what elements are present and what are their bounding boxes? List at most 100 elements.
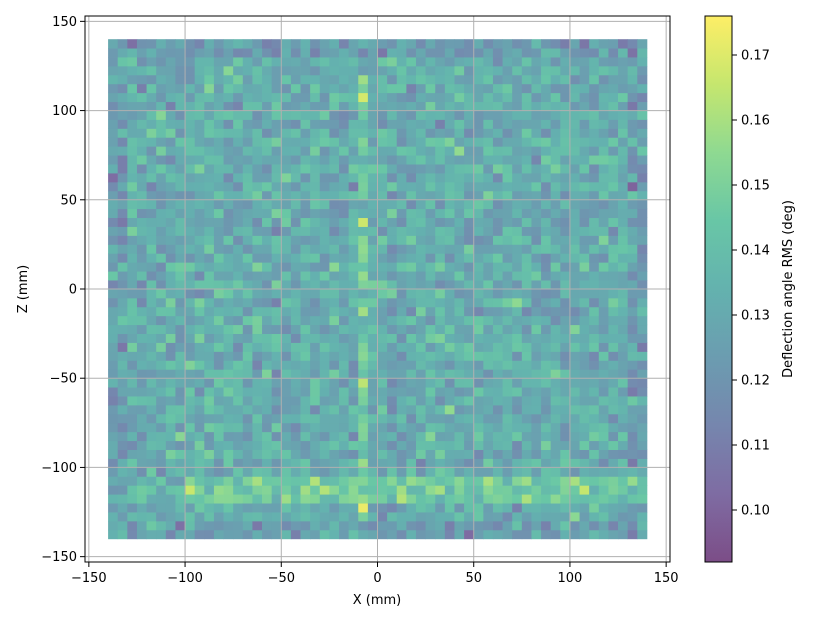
heatmap-cell xyxy=(329,110,340,120)
heatmap-cell xyxy=(252,485,263,495)
heatmap-cell xyxy=(627,271,638,281)
heatmap-cell xyxy=(127,306,138,317)
heatmap-cell xyxy=(396,431,407,442)
heatmap-cell xyxy=(627,65,638,76)
heatmap-cell xyxy=(464,396,475,406)
heatmap-cell xyxy=(185,217,196,227)
heatmap-cell xyxy=(531,520,542,531)
heatmap-cell xyxy=(464,458,475,468)
heatmap-cell xyxy=(512,110,523,120)
heatmap-cell xyxy=(415,315,427,326)
heatmap-cell xyxy=(271,48,282,58)
heatmap-cell xyxy=(569,494,580,504)
heatmap-cell xyxy=(483,65,494,76)
heatmap-cell xyxy=(589,422,600,433)
heatmap-cell xyxy=(483,74,494,85)
heatmap-cell xyxy=(156,440,167,450)
heatmap-cell xyxy=(492,476,503,486)
heatmap-cell xyxy=(290,449,301,459)
heatmap-cell xyxy=(204,235,215,245)
heatmap-cell xyxy=(136,235,147,245)
heatmap-cell xyxy=(406,306,417,317)
heatmap-cell xyxy=(127,226,138,236)
heatmap-cell xyxy=(454,512,465,522)
heatmap-cell xyxy=(310,529,321,540)
heatmap-cell xyxy=(579,369,590,379)
heatmap-cell xyxy=(608,333,619,343)
heatmap-cell xyxy=(185,333,196,343)
heatmap-cell xyxy=(435,217,446,227)
heatmap-cell xyxy=(146,280,157,290)
heatmap-cell xyxy=(367,83,378,94)
heatmap-cell xyxy=(127,476,138,486)
heatmap-cell xyxy=(194,57,205,67)
heatmap-cell xyxy=(608,217,619,227)
heatmap-cell xyxy=(550,235,561,245)
heatmap-cell xyxy=(377,351,388,361)
heatmap-cell xyxy=(185,342,196,352)
heatmap-cell xyxy=(281,137,292,147)
heatmap-cell xyxy=(165,378,176,388)
heatmap-cell xyxy=(387,297,398,308)
heatmap-cell xyxy=(175,280,186,290)
heatmap-cell xyxy=(454,476,465,486)
heatmap-cell xyxy=(367,324,378,335)
heatmap-cell xyxy=(127,65,138,76)
heatmap-cell xyxy=(579,83,590,94)
heatmap-cell xyxy=(377,422,388,433)
heatmap-cell xyxy=(281,155,292,165)
heatmap-cell xyxy=(233,485,244,495)
heatmap-cell xyxy=(541,48,552,58)
heatmap-cell xyxy=(204,83,215,94)
heatmap-cell xyxy=(185,494,196,504)
heatmap-cell xyxy=(415,306,427,317)
heatmap-cell xyxy=(415,128,427,138)
heatmap-cell xyxy=(589,529,600,540)
heatmap-cell xyxy=(213,253,224,263)
heatmap-cell xyxy=(290,289,301,299)
heatmap-cell xyxy=(127,235,138,245)
heatmap-cell xyxy=(108,378,119,388)
heatmap-cell xyxy=(367,440,378,450)
heatmap-cell xyxy=(367,351,378,361)
heatmap-cell xyxy=(329,146,340,156)
heatmap-cell xyxy=(560,512,571,522)
heatmap-cell xyxy=(358,208,369,219)
heatmap-cell xyxy=(492,226,503,236)
heatmap-cell xyxy=(521,440,532,450)
heatmap-cell xyxy=(473,422,484,433)
heatmap-cell xyxy=(377,342,388,352)
colorbar-tick-label: 0.12 xyxy=(741,374,770,389)
heatmap-cell xyxy=(136,74,147,85)
heatmap-cell xyxy=(637,271,648,281)
heatmap-cell xyxy=(117,92,128,103)
heatmap-cell xyxy=(233,173,244,183)
heatmap-cell xyxy=(242,449,253,459)
heatmap-cell xyxy=(310,39,321,49)
heatmap-cell xyxy=(281,235,292,245)
heatmap-cell xyxy=(127,92,138,103)
heatmap-cell xyxy=(396,83,407,94)
heatmap-cell xyxy=(367,529,378,540)
heatmap-cell xyxy=(521,520,532,531)
heatmap-cell xyxy=(213,485,224,495)
heatmap-cell xyxy=(560,360,571,370)
heatmap-cell xyxy=(300,449,311,459)
heatmap-cell xyxy=(589,199,600,210)
heatmap-cell xyxy=(541,271,552,281)
heatmap-cell xyxy=(339,387,350,397)
heatmap-cell xyxy=(367,253,378,263)
heatmap-cell xyxy=(358,164,369,174)
heatmap-cell xyxy=(367,387,378,397)
heatmap-cell xyxy=(569,74,580,85)
heatmap-cell xyxy=(492,181,503,192)
heatmap-cell xyxy=(117,315,128,326)
heatmap-cell xyxy=(483,280,494,290)
heatmap-cell xyxy=(194,226,205,236)
heatmap-cell xyxy=(627,387,638,397)
heatmap-cell xyxy=(108,280,119,290)
heatmap-cell xyxy=(531,217,542,227)
heatmap-cell xyxy=(310,369,321,379)
heatmap-cell xyxy=(223,280,234,290)
heatmap-cell xyxy=(290,467,301,477)
